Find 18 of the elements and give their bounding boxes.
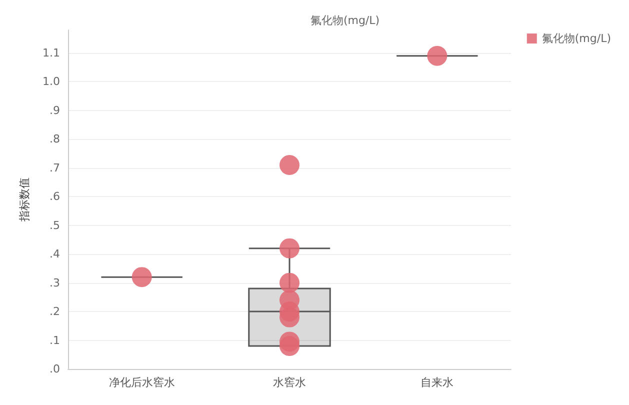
- y-tick-label: .8: [50, 132, 60, 146]
- legend-label: 氟化物(mg/L): [542, 32, 612, 45]
- chart-title: 氟化物(mg/L): [310, 14, 380, 27]
- x-tick-label: 自来水: [420, 376, 454, 389]
- y-tick-label: .2: [50, 305, 60, 318]
- y-tick-label: .7: [50, 161, 60, 174]
- y-tick-label: .1: [50, 334, 60, 347]
- x-tick-label: 净化后水窖水: [108, 376, 175, 389]
- y-axis-title: 指标数值: [18, 178, 31, 222]
- y-tick-label: .4: [50, 248, 60, 261]
- y-tick-label: 1.0: [42, 75, 60, 88]
- y-tick-label: .0: [50, 362, 60, 376]
- y-tick-label: .3: [50, 276, 60, 290]
- y-tick-label: .9: [50, 104, 60, 117]
- y-tick-label: .5: [50, 218, 60, 232]
- x-tick-label: 水窖水: [273, 376, 306, 389]
- y-tick-label: .6: [50, 190, 60, 204]
- y-tick-label: 1.1: [42, 46, 60, 60]
